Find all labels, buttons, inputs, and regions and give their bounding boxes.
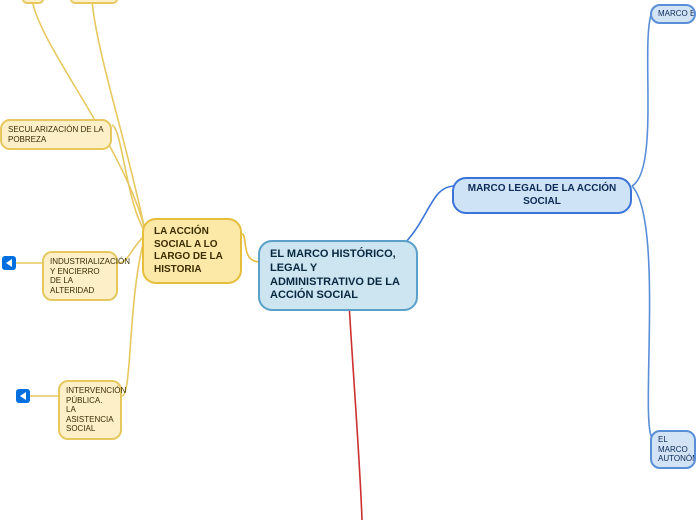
node-intervencion-label: INTERVENCIÓN PÚBLICA. LA ASISTENCIA SOCI… xyxy=(66,386,126,433)
node-historia[interactable]: LA ACCIÓN SOCIAL A LO LARGO DE LA HISTOR… xyxy=(142,218,242,284)
edge xyxy=(632,186,652,438)
edge xyxy=(112,125,144,230)
collapse-arrow-icon[interactable] xyxy=(16,389,30,403)
edge xyxy=(92,0,144,226)
edge xyxy=(32,0,144,226)
node-intervencion[interactable]: INTERVENCIÓN PÚBLICA. LA ASISTENCIA SOCI… xyxy=(58,380,122,440)
partial-node-top-1 xyxy=(22,0,44,4)
node-marco-estatal-label: MARCO ESTATAL xyxy=(658,9,696,18)
node-industrializacion[interactable]: INDUSTRIALIZACIÓN Y ENCIERRO DE LA ALTER… xyxy=(42,251,118,301)
node-secularizacion[interactable]: SECULARIZACIÓN DE LA POBREZA xyxy=(0,119,112,150)
edge xyxy=(632,12,652,186)
node-marco-estatal[interactable]: MARCO ESTATAL xyxy=(650,4,696,24)
node-marco-autonomico-label: EL MARCO AUTONÓMICO xyxy=(658,435,696,463)
edge xyxy=(400,186,455,248)
collapse-arrow-icon[interactable] xyxy=(2,256,16,270)
edge xyxy=(348,285,362,520)
node-marco-legal[interactable]: MARCO LEGAL DE LA ACCIÓN SOCIAL xyxy=(452,177,632,214)
node-secularizacion-label: SECULARIZACIÓN DE LA POBREZA xyxy=(8,125,103,144)
node-central[interactable]: EL MARCO HISTÓRICO, LEGAL Y ADMINISTRATI… xyxy=(258,240,418,311)
node-central-label: EL MARCO HISTÓRICO, LEGAL Y ADMINISTRATI… xyxy=(270,248,400,301)
node-historia-label: LA ACCIÓN SOCIAL A LO LARGO DE LA HISTOR… xyxy=(154,226,223,275)
partial-node-top-2 xyxy=(70,0,118,4)
node-industrializacion-label: INDUSTRIALIZACIÓN Y ENCIERRO DE LA ALTER… xyxy=(50,257,130,295)
node-marco-autonomico[interactable]: EL MARCO AUTONÓMICO xyxy=(650,430,696,469)
node-marco-legal-label: MARCO LEGAL DE LA ACCIÓN SOCIAL xyxy=(468,183,617,207)
